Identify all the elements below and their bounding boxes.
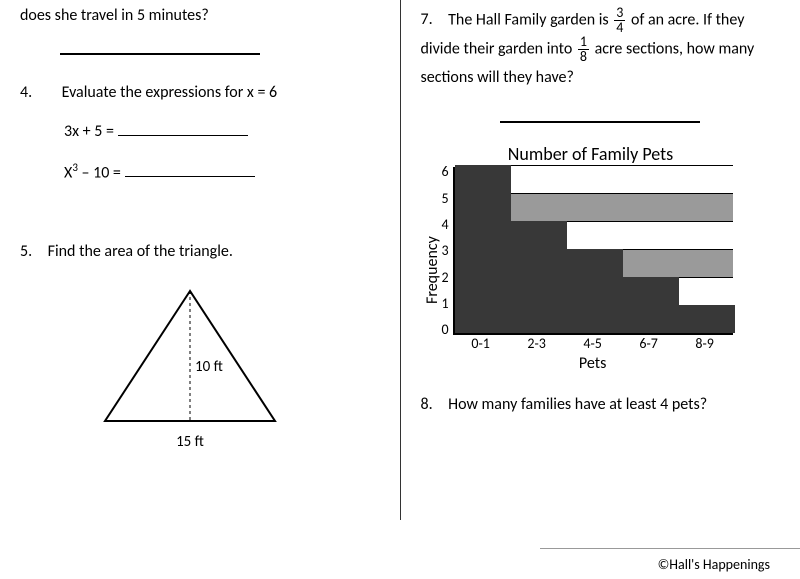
chart-xtick: 4-5: [565, 335, 621, 352]
triangle-figure: 10 ft 15 ft: [80, 281, 300, 451]
chart-bar: [623, 277, 679, 333]
q5-text: Find the area of the triangle.: [48, 242, 233, 261]
footer-rule: [540, 548, 800, 549]
chart-xtick: 8-9: [677, 335, 733, 352]
q4-expr1: 3x + 5 =: [64, 122, 380, 141]
q5: 5. Find the area of the triangle.: [20, 242, 380, 261]
q4: 4. Evaluate the expressions for x = 6: [20, 83, 380, 102]
left-column: does she travel in 5 minutes? 4. Evaluat…: [0, 0, 400, 540]
chart-xtick: 6-7: [621, 335, 677, 352]
chart-plot: [453, 167, 733, 335]
q3-tail-text: does she travel in 5 minutes?: [20, 6, 209, 25]
q4-number: 4.: [20, 83, 44, 102]
q7-frac1: 34: [614, 6, 625, 35]
chart-xlabel: Pets: [453, 354, 733, 373]
chart-bar: [679, 305, 735, 333]
chart-bar: [567, 249, 623, 333]
q4-expr1-blank: [118, 122, 248, 136]
q8-number: 8.: [421, 395, 445, 414]
chart-title: Number of Family Pets: [421, 143, 761, 165]
q7-frac2: 18: [578, 35, 589, 64]
q4-expr2-blank: [125, 163, 255, 177]
q7-number: 7.: [421, 6, 445, 33]
q7-part-a: The Hall Family garden is: [448, 10, 612, 29]
triangle-svg: 10 ft: [95, 281, 285, 431]
chart-bar: [455, 165, 511, 333]
chart-ylabel: Frequency: [421, 167, 442, 373]
q3-answer-line: [60, 53, 260, 55]
q3-tail: does she travel in 5 minutes?: [20, 6, 380, 25]
chart-xaxis: 0-12-34-56-78-9: [453, 335, 733, 352]
q4-expr2-rest: – 10 =: [78, 163, 125, 182]
q7-frac2-d: 8: [578, 50, 589, 64]
triangle-base-label: 15 ft: [80, 433, 300, 451]
chart-xtick: 0-1: [453, 335, 509, 352]
right-column: 7. The Hall Family garden is 34 of an ac…: [401, 0, 800, 540]
q4-expr1-label: 3x + 5 =: [64, 122, 118, 141]
q7-answer-line: [500, 121, 700, 123]
chart-yaxis: 6543210: [442, 167, 453, 335]
histogram: Number of Family Pets Frequency 6543210 …: [421, 143, 761, 373]
chart-ytick: 0: [442, 325, 449, 335]
copyright-text: ©Hall's Happenings: [658, 556, 770, 573]
chart-xtick: 2-3: [509, 335, 565, 352]
q4-text: Evaluate the expressions for x = 6: [62, 83, 278, 102]
triangle-height-label: 10 ft: [195, 358, 223, 376]
q8: 8. How many families have at least 4 pet…: [421, 395, 781, 414]
q4-expr2: X3 – 10 =: [64, 161, 380, 182]
q8-text: How many families have at least 4 pets?: [448, 395, 707, 414]
q5-number: 5.: [20, 242, 44, 261]
chart-bar: [511, 221, 567, 333]
q7-frac1-d: 4: [614, 21, 625, 35]
q7: 7. The Hall Family garden is 34 of an ac…: [421, 6, 781, 91]
